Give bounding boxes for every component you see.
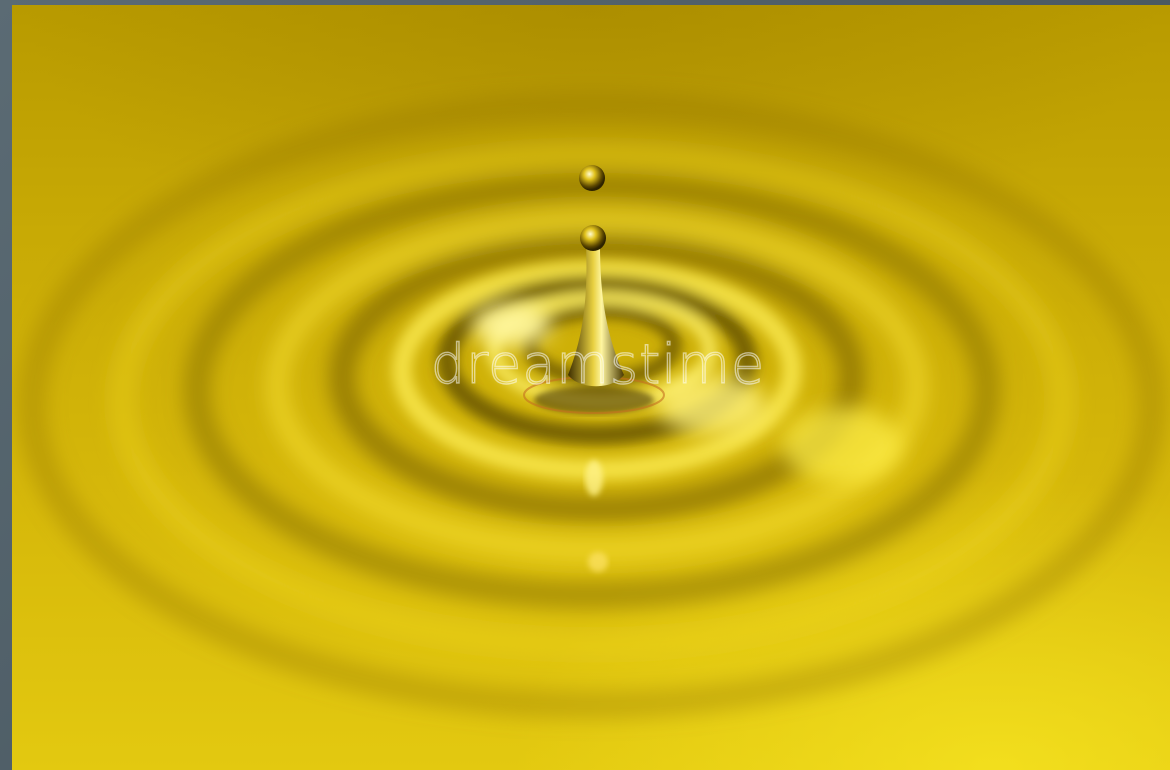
ripple-scene	[18, 91, 1166, 719]
photo: dreamstime	[12, 5, 1170, 770]
splash-base	[534, 386, 654, 414]
reflections	[585, 460, 608, 572]
surface-highlights	[472, 303, 902, 483]
watermark: dreamstime	[430, 332, 766, 396]
droplet-upper	[579, 165, 605, 191]
liquid-column	[568, 245, 624, 387]
droplet-lower	[580, 225, 606, 251]
